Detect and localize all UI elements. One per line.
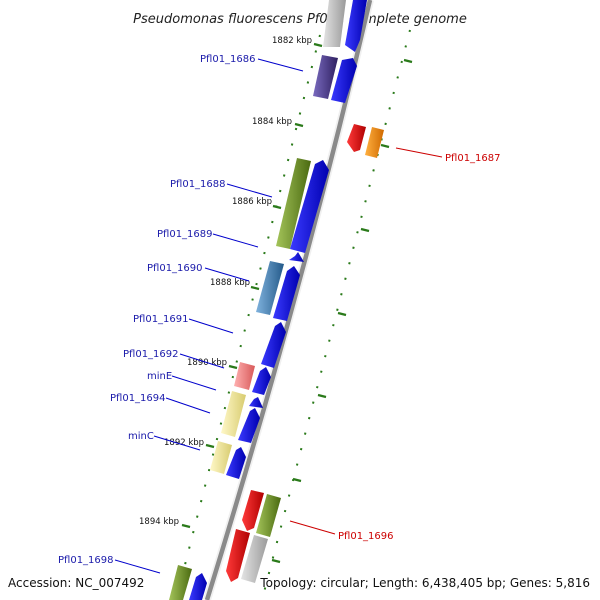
gene-label-mine[interactable]: minE	[147, 371, 172, 382]
gene-label-minc[interactable]: minC	[128, 431, 154, 442]
plus-strand-genes	[189, 0, 367, 600]
gene-label-pfl01-1687[interactable]: Pfl01_1687	[445, 153, 501, 164]
topology-text: Topology: circular; Length: 6,438,405 bp…	[259, 576, 590, 590]
gene-arrow-pfl01-1694[interactable]	[238, 408, 260, 443]
kbp-ticks	[181, 42, 413, 564]
kbp-label-1884: 1884 kbp	[252, 117, 292, 127]
gene-arrow-pfl01-1688[interactable]	[290, 160, 329, 253]
gene-arrow-red-1696a[interactable]	[242, 490, 264, 531]
kbp-label-1894: 1894 kbp	[139, 517, 179, 527]
kbp-label-1886: 1886 kbp	[232, 197, 272, 207]
kbp-label-1892: 1892 kbp	[164, 438, 204, 448]
gene-arrow-pfl01-1698[interactable]	[189, 573, 207, 600]
gene-arrow-red-1687a[interactable]	[347, 124, 366, 152]
gene-arrow-red-1696b[interactable]	[226, 529, 250, 582]
gene-label-pfl01-1694[interactable]: Pfl01_1694	[110, 393, 166, 404]
gene-label-pfl01-1691[interactable]: Pfl01_1691	[133, 314, 189, 325]
gene-arrow-pfl01-1691[interactable]	[261, 322, 286, 368]
kbp-label-1882: 1882 kbp	[272, 36, 312, 46]
gene-arrow-pfl01-1686[interactable]	[331, 58, 357, 103]
gene-label-pfl01-1696[interactable]: Pfl01_1696	[338, 531, 394, 542]
leader-lines	[114, 58, 443, 574]
gene-arrow-minc[interactable]	[226, 447, 246, 479]
gene-arrow-blue-1[interactable]	[345, 0, 367, 52]
gene-arrow-pfl01-1694-small[interactable]	[249, 397, 263, 408]
gene-block-gray-top[interactable]	[323, 0, 346, 47]
gene-label-pfl01-1692[interactable]: Pfl01_1692	[123, 349, 179, 360]
gene-block-pfl01-1686[interactable]	[313, 55, 338, 99]
gene-label-pfl01-1690[interactable]: Pfl01_1690	[147, 263, 203, 274]
gene-label-pfl01-1686[interactable]: Pfl01_1686	[200, 54, 256, 65]
kbp-label-1888: 1888 kbp	[210, 278, 250, 288]
map-title: Pseudomonas fluorescens Pf0-1, complete …	[133, 12, 467, 27]
gene-block-pfl01-1698[interactable]	[169, 565, 192, 600]
gene-arrow-pfl01-1689[interactable]	[289, 252, 304, 262]
gene-block-minc[interactable]	[210, 441, 232, 474]
accession-text: Accession: NC_007492	[8, 576, 144, 590]
gene-block-pfl01-1692[interactable]	[234, 362, 255, 390]
minus-strand-genes	[169, 0, 346, 600]
gene-block-gray-1696[interactable]	[241, 535, 268, 583]
gene-block-pfl01-1690[interactable]	[256, 261, 284, 315]
gene-block-pfl01-1694[interactable]	[221, 391, 246, 437]
tick-track-inner	[175, 34, 321, 600]
gene-block-pfl01-1696[interactable]	[256, 494, 281, 537]
gene-label-pfl01-1698[interactable]: Pfl01_1698	[58, 555, 114, 566]
outer-genes	[226, 124, 384, 583]
gene-arrow-pfl01-1690[interactable]	[273, 266, 300, 321]
gene-arrow-mine[interactable]	[252, 367, 271, 395]
gene-block-pfl01-1688[interactable]	[276, 158, 311, 249]
gene-label-pfl01-1688[interactable]: Pfl01_1688	[170, 179, 226, 190]
gene-block-pfl01-1687[interactable]	[365, 127, 384, 158]
gene-label-pfl01-1689[interactable]: Pfl01_1689	[157, 229, 213, 240]
